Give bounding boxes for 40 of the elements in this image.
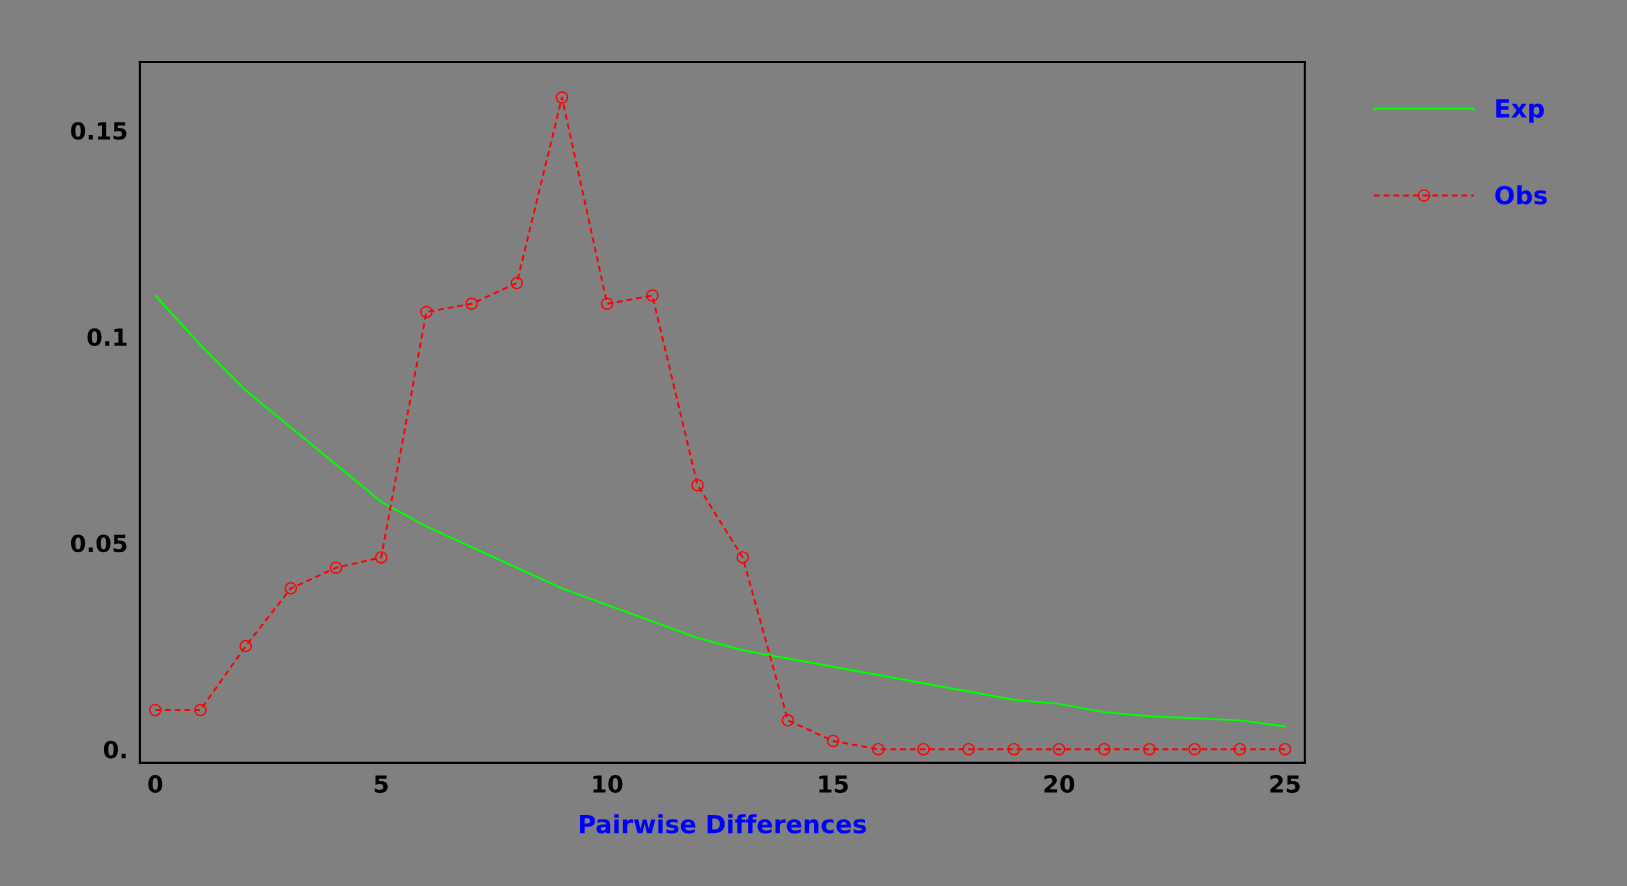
point bbox=[1007, 742, 1021, 756]
point bbox=[600, 297, 614, 310]
point bbox=[1233, 742, 1247, 756]
y-tick-label: 0. bbox=[103, 740, 126, 759]
point bbox=[1188, 742, 1201, 756]
point bbox=[646, 289, 659, 302]
point bbox=[917, 742, 930, 756]
point bbox=[1143, 742, 1156, 756]
point bbox=[284, 582, 298, 595]
point bbox=[555, 91, 569, 104]
point bbox=[781, 714, 795, 727]
point bbox=[1052, 742, 1066, 756]
point bbox=[329, 561, 343, 574]
point bbox=[420, 305, 433, 319]
point bbox=[962, 742, 975, 756]
point bbox=[872, 742, 885, 756]
point bbox=[826, 734, 840, 748]
line-series bbox=[154, 294, 1286, 728]
y-tick-label: 0.1 bbox=[87, 328, 127, 347]
point bbox=[510, 276, 524, 290]
point bbox=[1097, 742, 1111, 756]
x-axis-title: Pairwise Differences bbox=[579, 814, 866, 834]
x-tick-label: 25 bbox=[1270, 775, 1300, 793]
legend-label: Obs bbox=[1495, 185, 1547, 205]
x-tick-label: 15 bbox=[819, 775, 848, 793]
point bbox=[1278, 742, 1292, 756]
x-tick-label: 20 bbox=[1044, 775, 1075, 793]
point bbox=[194, 703, 207, 717]
point bbox=[239, 639, 252, 653]
y-tick-label: 0.05 bbox=[70, 534, 127, 553]
point bbox=[691, 478, 704, 492]
x-tick-label: 0 bbox=[148, 775, 163, 793]
x-tick-label: 10 bbox=[593, 775, 623, 793]
y-tick-label: 0.15 bbox=[70, 121, 127, 140]
point bbox=[736, 551, 749, 564]
point bbox=[374, 551, 388, 564]
point bbox=[149, 703, 162, 717]
legend-label: Exp bbox=[1496, 99, 1544, 123]
x-tick-label: 5 bbox=[374, 775, 388, 793]
point bbox=[465, 297, 478, 310]
